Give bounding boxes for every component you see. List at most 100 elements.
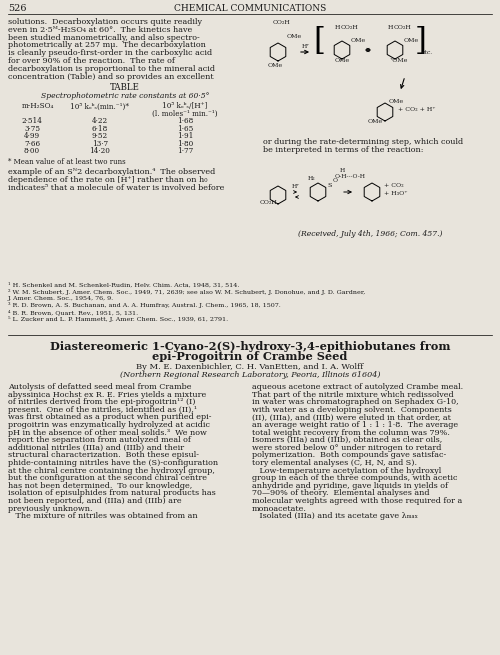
Text: J. Amer. Chem. Soc., 1954, 76, 9.: J. Amer. Chem. Soc., 1954, 76, 9. <box>8 295 114 301</box>
Text: + H₃O⁺: + H₃O⁺ <box>384 191 407 196</box>
Text: That part of the nitrile mixture which redissolved: That part of the nitrile mixture which r… <box>252 390 454 399</box>
Text: CHEMICAL COMMUNICATIONS: CHEMICAL COMMUNICATIONS <box>174 4 326 13</box>
Text: ]: ] <box>415 26 427 57</box>
Text: Isomers (IIIa) and (IIIb), obtained as clear oils,: Isomers (IIIa) and (IIIb), obtained as c… <box>252 436 442 444</box>
Text: H⁺: H⁺ <box>302 44 310 49</box>
Text: an average weight ratio of 1 : 1 : 1·8.  The average: an average weight ratio of 1 : 1 : 1·8. … <box>252 421 458 429</box>
Text: 1·80: 1·80 <box>177 140 193 148</box>
Text: [: [ <box>313 26 325 57</box>
Text: H: H <box>340 168 345 173</box>
Text: m-H₂SO₄: m-H₂SO₄ <box>22 102 54 111</box>
Text: Spectrophotometric rate constants at 60·5°: Spectrophotometric rate constants at 60·… <box>41 92 209 100</box>
Text: indicates⁵ that a molecule of water is involved before: indicates⁵ that a molecule of water is i… <box>8 183 224 191</box>
Text: or during the rate-determining step, which could: or during the rate-determining step, whi… <box>263 138 463 146</box>
Text: ⁴ B. R. Brown, Quart. Rev., 1951, 5, 131.: ⁴ B. R. Brown, Quart. Rev., 1951, 5, 131… <box>8 309 138 315</box>
Text: isolation of episulphides from natural products has: isolation of episulphides from natural p… <box>8 489 216 497</box>
Text: Isolated (IIIa) and its acetate gave λₘₐₓ: Isolated (IIIa) and its acetate gave λₘₐ… <box>252 512 418 520</box>
Text: OMe: OMe <box>351 38 366 43</box>
Text: solutions.  Decarboxylation occurs quite readily: solutions. Decarboxylation occurs quite … <box>8 18 202 26</box>
Text: H₂: H₂ <box>308 176 316 181</box>
Text: group in each of the three compounds, with acetic: group in each of the three compounds, wi… <box>252 474 458 482</box>
Text: 4·99: 4·99 <box>24 132 40 140</box>
Text: S: S <box>327 183 332 188</box>
Text: etc.: etc. <box>422 50 433 55</box>
Text: 70—90% of theory.  Elemental analyses and: 70—90% of theory. Elemental analyses and <box>252 489 430 497</box>
Text: 1·91: 1·91 <box>177 132 193 140</box>
Text: additional nitriles (IIIa) and (IIIb) and their: additional nitriles (IIIa) and (IIIb) an… <box>8 444 184 452</box>
Text: H: H <box>335 25 340 30</box>
Text: 1·65: 1·65 <box>177 125 193 133</box>
Text: ¹ H. Schenkel and M. Schenkel-Rudin, Helv. Chim. Acta, 1948, 31, 514.: ¹ H. Schenkel and M. Schenkel-Rudin, Hel… <box>8 282 239 288</box>
Text: Low-temperature acetylation of the hydroxyl: Low-temperature acetylation of the hydro… <box>252 466 442 475</box>
Text: CO₂H: CO₂H <box>394 25 412 30</box>
Text: H: H <box>388 25 394 30</box>
Text: Autolysis of defatted seed meal from Crambe: Autolysis of defatted seed meal from Cra… <box>8 383 192 391</box>
Text: CO₂H: CO₂H <box>260 200 278 205</box>
Text: anhydride and pyridine, gave liquids in yields of: anhydride and pyridine, gave liquids in … <box>252 482 448 490</box>
Text: in water was chromatographed on Sephadex G-10,: in water was chromatographed on Sephadex… <box>252 398 458 406</box>
Text: present.  One of the nitriles, identified as (II),¹: present. One of the nitriles, identified… <box>8 406 197 414</box>
Text: H⁺: H⁺ <box>292 184 300 189</box>
Text: not been reported, and (IIIa) and (IIIb) are: not been reported, and (IIIa) and (IIIb)… <box>8 497 182 505</box>
Text: at the chiral centre containing the hydroxyl group,: at the chiral centre containing the hydr… <box>8 466 215 475</box>
Text: O-H---O-H: O-H---O-H <box>335 174 366 179</box>
Text: photometrically at 257 mμ.  The decarboxylation: photometrically at 257 mμ. The decarboxy… <box>8 41 206 49</box>
Text: monoacetate.: monoacetate. <box>252 504 307 513</box>
Text: (Northern Regional Research Laboratory, Peoria, Illinois 61604): (Northern Regional Research Laboratory, … <box>120 371 380 379</box>
Text: dependence of the rate on [H⁺] rather than on h₀: dependence of the rate on [H⁺] rather th… <box>8 176 207 183</box>
Text: has not been determined.  To our knowledge,: has not been determined. To our knowledg… <box>8 482 192 490</box>
Text: 3·75: 3·75 <box>24 125 40 133</box>
Text: 526: 526 <box>8 4 26 13</box>
Text: report the separation from autolyzed meal of: report the separation from autolyzed mea… <box>8 436 191 444</box>
Text: Diastereomeric 1-Cyano-2(S)-hydroxy-3,4-epithiobutanes from: Diastereomeric 1-Cyano-2(S)-hydroxy-3,4-… <box>50 341 450 352</box>
Text: (II), (IIIa), and (IIIb) were eluted in that order, at: (II), (IIIa), and (IIIb) were eluted in … <box>252 413 451 421</box>
Text: pH in the absence of other meal solids.³  We now: pH in the absence of other meal solids.³… <box>8 428 207 437</box>
Text: ³ R. D. Brown, A. S. Buchanan, and A. A. Humfray, Austral. J. Chem., 1965, 18, 1: ³ R. D. Brown, A. S. Buchanan, and A. A.… <box>8 303 281 309</box>
Text: ⁵ L. Zucker and L. P. Hammett, J. Amer. Chem. Soc., 1939, 61, 2791.: ⁵ L. Zucker and L. P. Hammett, J. Amer. … <box>8 316 228 322</box>
Text: 1·77: 1·77 <box>177 147 193 155</box>
Text: (l. moles⁻¹ min.⁻¹): (l. moles⁻¹ min.⁻¹) <box>152 109 218 117</box>
Text: epi-Progoitrin of Crambe Seed: epi-Progoitrin of Crambe Seed <box>152 351 348 362</box>
Text: CO₂H: CO₂H <box>341 25 359 30</box>
Text: progoitrin was enzymatically hydrolyzed at acidic: progoitrin was enzymatically hydrolyzed … <box>8 421 210 429</box>
Text: for over 90% of the reaction.  The rate of: for over 90% of the reaction. The rate o… <box>8 57 175 65</box>
Text: 6·18: 6·18 <box>92 125 108 133</box>
Text: was first obtained as a product when purified epi-: was first obtained as a product when pur… <box>8 413 212 421</box>
Text: polymerization.  Both compounds gave satisfac-: polymerization. Both compounds gave sati… <box>252 451 446 459</box>
Text: were stored below 0° under nitrogen to retard: were stored below 0° under nitrogen to r… <box>252 444 442 452</box>
Text: OMe: OMe <box>404 38 419 43</box>
Text: aqueous acetone extract of autolyzed Crambe meal.: aqueous acetone extract of autolyzed Cra… <box>252 383 463 391</box>
Text: (Received, July 4th, 1966; Com. 457.): (Received, July 4th, 1966; Com. 457.) <box>298 230 442 238</box>
Text: phide-containing nitriles have the (S)-configuration: phide-containing nitriles have the (S)-c… <box>8 459 218 467</box>
Text: TABLE: TABLE <box>110 83 140 92</box>
Text: 2·514: 2·514 <box>22 117 42 125</box>
Text: 10⁵ kₒᵇₛ/[H⁺]: 10⁵ kₒᵇₛ/[H⁺] <box>162 102 208 111</box>
Text: 4·22: 4·22 <box>92 117 108 125</box>
Text: with water as a developing solvent.  Components: with water as a developing solvent. Comp… <box>252 406 452 414</box>
Text: CO₂H: CO₂H <box>273 20 291 25</box>
Text: is cleanly pseudo-first-order in the carboxylic acid: is cleanly pseudo-first-order in the car… <box>8 49 212 57</box>
Text: OMe: OMe <box>287 34 302 39</box>
Text: + CO₂ + H⁺: + CO₂ + H⁺ <box>398 107 436 112</box>
Text: total weight recovery from the column was 79%.: total weight recovery from the column wa… <box>252 428 450 437</box>
Text: structural characterization.  Both these episul-: structural characterization. Both these … <box>8 451 199 459</box>
Text: 13·7: 13·7 <box>92 140 108 148</box>
Text: be interpreted in terms of the reaction:: be interpreted in terms of the reaction: <box>263 146 424 154</box>
Text: but the configuration at the second chiral centre: but the configuration at the second chir… <box>8 474 207 482</box>
Text: ⁺OMe: ⁺OMe <box>390 58 408 63</box>
Text: 10⁵ kₒᵇₛ(min.⁻¹)*: 10⁵ kₒᵇₛ(min.⁻¹)* <box>70 102 130 111</box>
Text: even in 2·5ᴹ-H₂SO₄ at 60°.  The kinetics have: even in 2·5ᴹ-H₂SO₄ at 60°. The kinetics … <box>8 26 192 34</box>
Text: abyssinica Hochst ex R. E. Fries yields a mixture: abyssinica Hochst ex R. E. Fries yields … <box>8 390 206 399</box>
Text: OMe: OMe <box>268 63 283 68</box>
Text: concentration (Table) and so provides an excellent: concentration (Table) and so provides an… <box>8 73 214 81</box>
Text: of nitriles derived from the epi-progoitrin¹² (I): of nitriles derived from the epi-progoit… <box>8 398 196 406</box>
Text: 9·52: 9·52 <box>92 132 108 140</box>
Text: decarboxylation is proportional to the mineral acid: decarboxylation is proportional to the m… <box>8 65 215 73</box>
Text: molecular weights agreed with those required for a: molecular weights agreed with those requ… <box>252 497 462 505</box>
Text: OMe: OMe <box>368 119 383 124</box>
Text: 14·20: 14·20 <box>90 147 110 155</box>
Text: + CO₂: + CO₂ <box>384 183 404 188</box>
Text: ² W. M. Schubert, J. Amer. Chem. Soc., 1949, 71, 2639; see also W. M. Schubert, : ² W. M. Schubert, J. Amer. Chem. Soc., 1… <box>8 289 365 295</box>
Text: 7·66: 7·66 <box>24 140 40 148</box>
Text: tory elemental analyses (C, H, N, and S).: tory elemental analyses (C, H, N, and S)… <box>252 459 417 467</box>
